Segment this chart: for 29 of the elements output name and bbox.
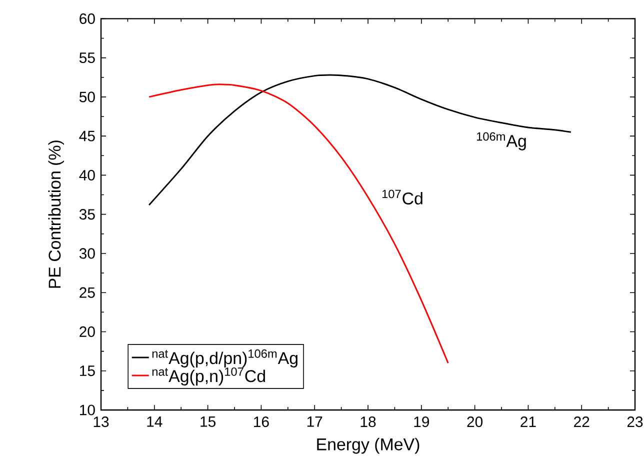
y-tick-label: 10 <box>80 404 95 416</box>
x-axis-title: Energy (MeV) <box>317 438 420 454</box>
annotation: $^{106m}$Ag <box>476 132 526 150</box>
x-tick-label: 17 <box>307 416 322 427</box>
y-axis-title: PE Contribution (%) <box>48 140 64 288</box>
x-tick-label: 18 <box>360 416 376 428</box>
x-tick-label: 15 <box>200 416 216 427</box>
y-tick-label: 55 <box>79 52 95 64</box>
y-tick-label: 30 <box>79 248 95 259</box>
y-tick-label: 40 <box>79 170 95 180</box>
legend-label: $^{nat}$Ag(p,d/pn)$^{106m}$Ag <box>152 349 298 368</box>
x-tick-label: 13 <box>94 416 109 428</box>
y-tick-label: 35 <box>79 209 95 220</box>
annotation: $^{107}$Cd <box>382 190 422 204</box>
x-tick-label: 23 <box>627 416 643 428</box>
x-tick-label: 20 <box>467 416 483 428</box>
y-tick-label: 60 <box>80 13 95 24</box>
x-tick-label: 22 <box>574 416 590 427</box>
y-tick-label: 20 <box>80 326 95 338</box>
x-tick-label: 16 <box>254 416 269 428</box>
legend-label: $^{nat}$Ag(p,n)$^{107}$Cd <box>152 367 265 386</box>
y-tick-label: 15 <box>80 366 95 376</box>
x-tick-label: 19 <box>414 416 429 428</box>
line-series <box>148 74 572 206</box>
x-tick-label: 21 <box>520 416 536 427</box>
y-tick-label: 45 <box>79 130 95 142</box>
y-tick-label: 25 <box>80 287 95 298</box>
x-tick-label: 14 <box>147 416 162 427</box>
y-tick-label: 50 <box>79 92 95 102</box>
